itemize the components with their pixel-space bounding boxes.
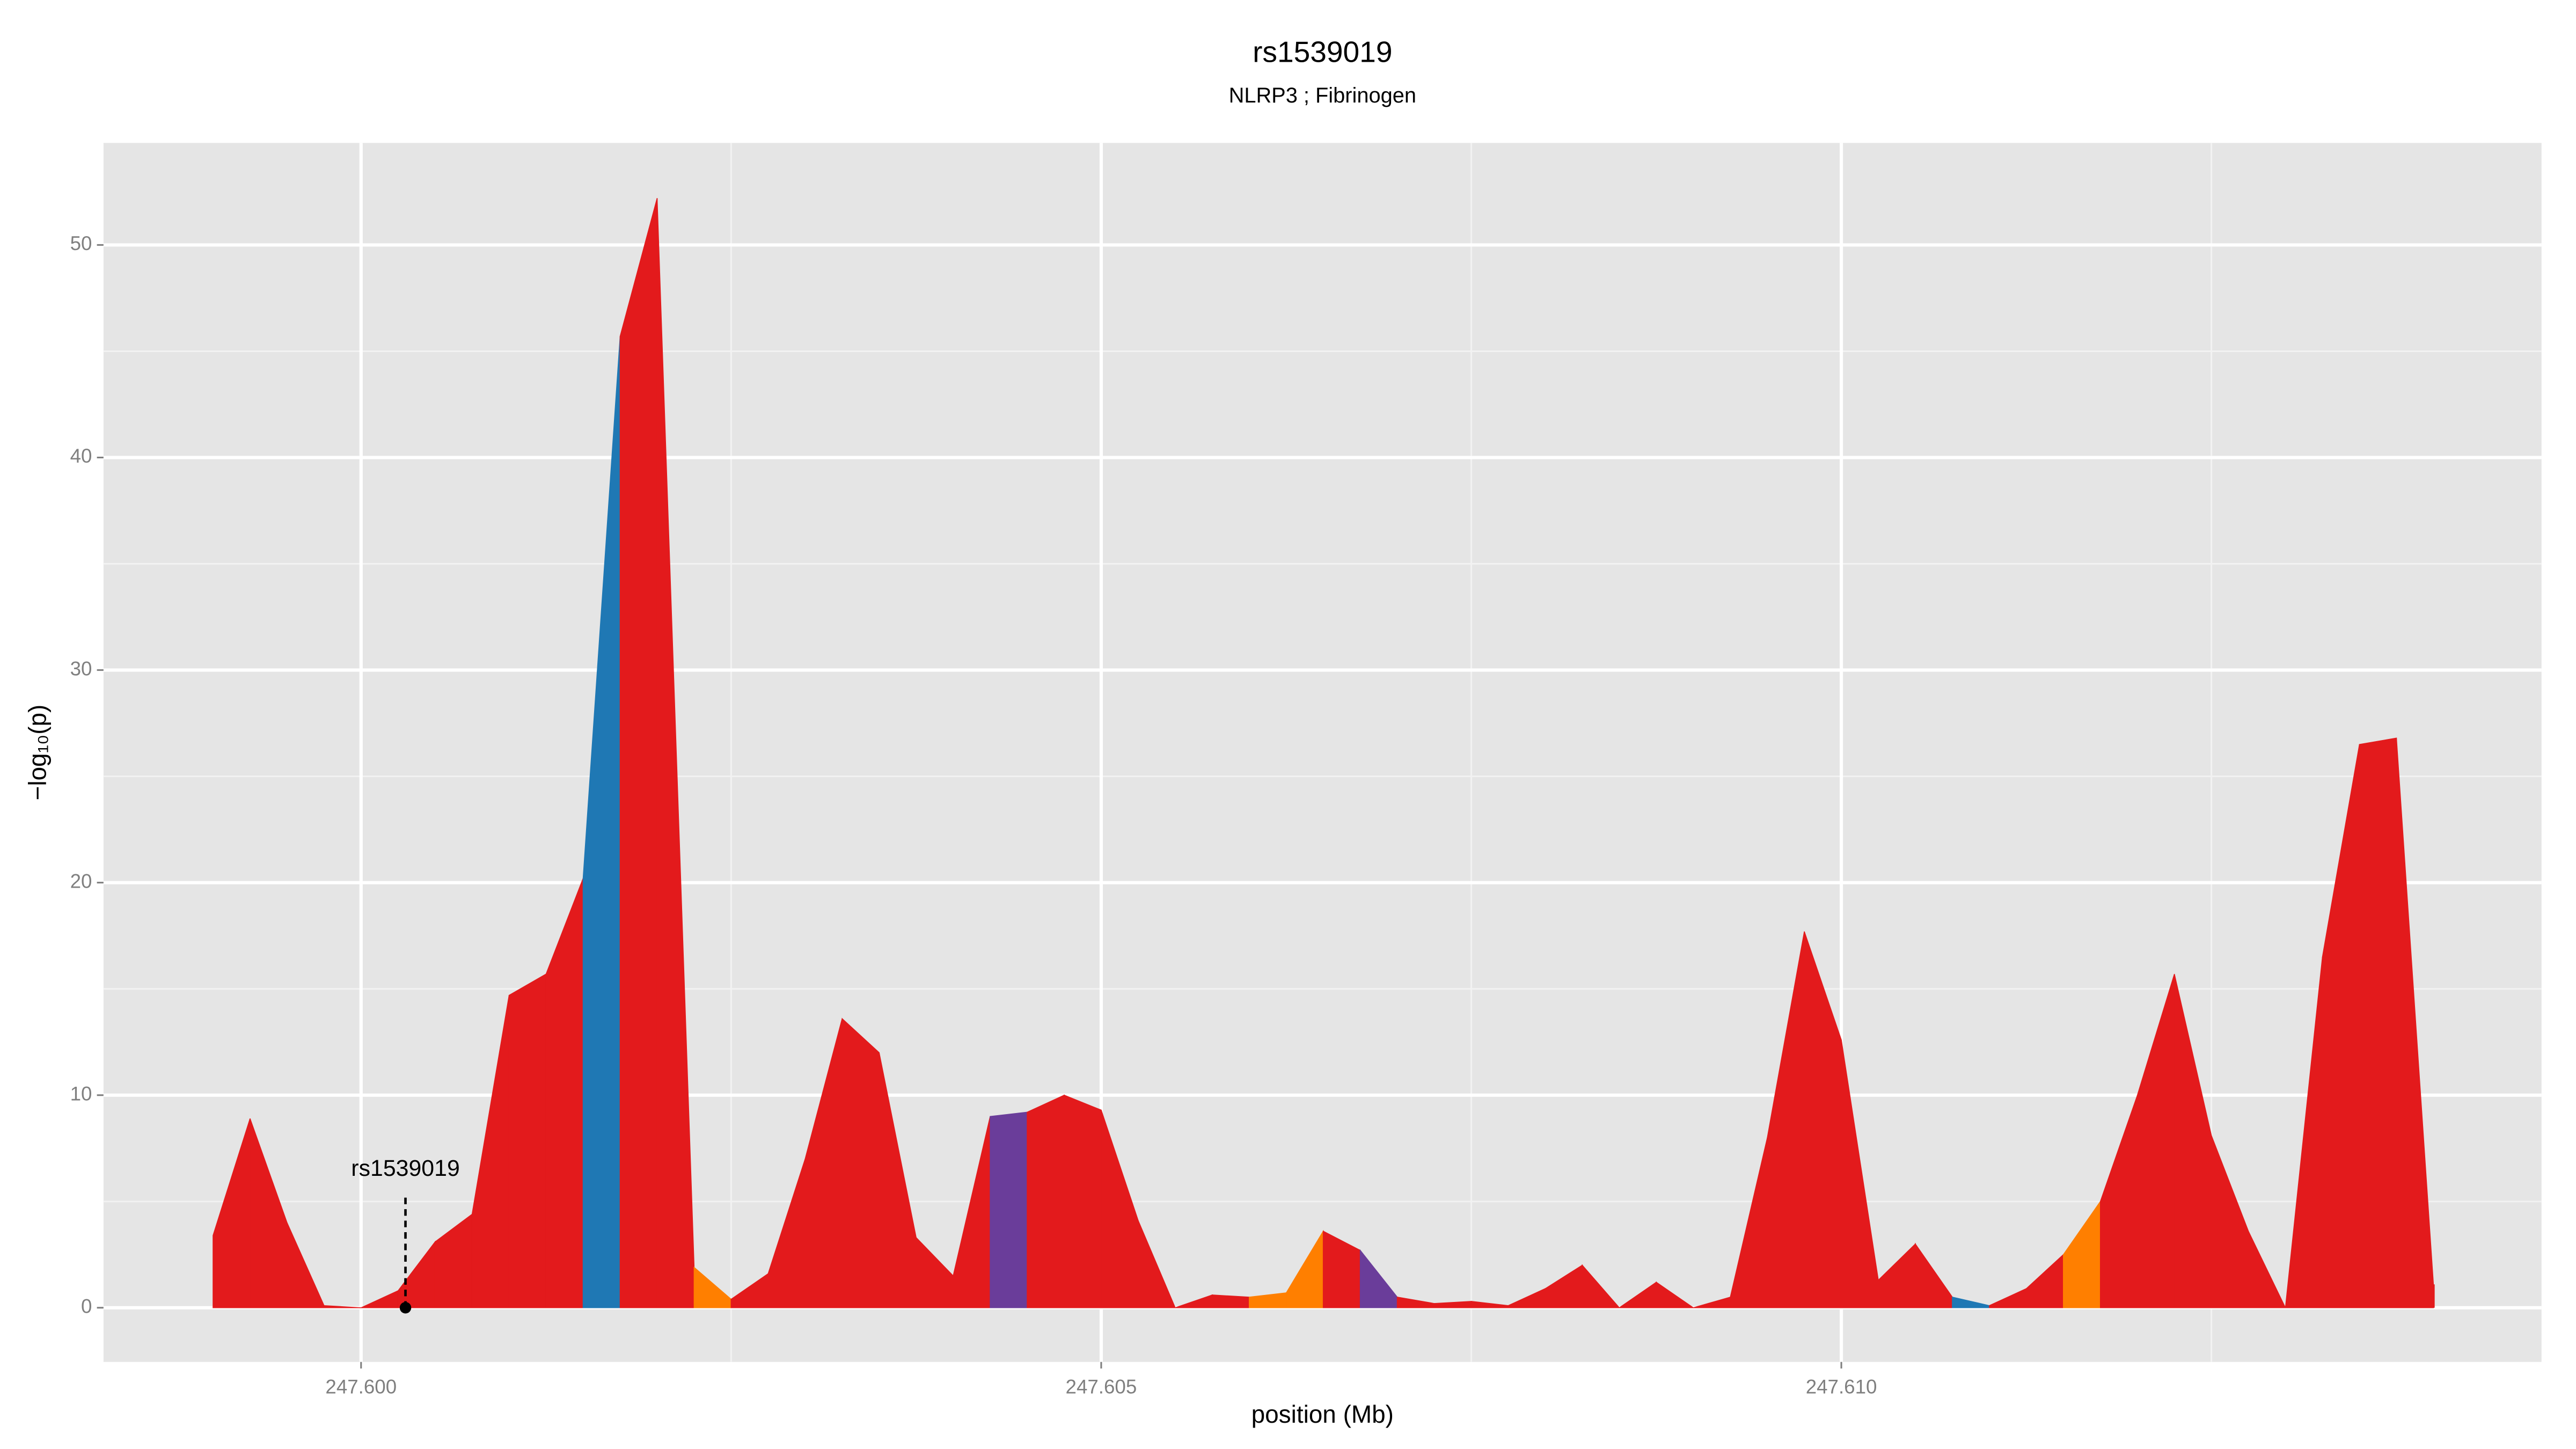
area-segment bbox=[990, 1111, 1028, 1308]
annotation-label: rs1539019 bbox=[351, 1155, 459, 1181]
annotation-point bbox=[399, 1302, 412, 1314]
area-segment bbox=[1138, 1220, 1176, 1308]
x-axis-label: position (Mb) bbox=[1252, 1400, 1394, 1428]
chart-title: rs1539019 bbox=[1253, 35, 1392, 69]
y-tick-label: 20 bbox=[70, 870, 92, 892]
y-tick-label: 0 bbox=[81, 1295, 92, 1317]
y-axis-label: −log₁₀(p) bbox=[24, 705, 52, 801]
area-segment bbox=[1212, 1294, 1250, 1308]
x-tick-label: 247.610 bbox=[1806, 1375, 1877, 1397]
chart-subtitle: NLRP3 ; Fibrinogen bbox=[1229, 84, 1416, 107]
area-segment bbox=[841, 1018, 880, 1308]
area-segment bbox=[1027, 1094, 1065, 1308]
area-segment bbox=[2248, 1231, 2286, 1308]
area-segment bbox=[1656, 1281, 1695, 1308]
area-segment bbox=[2359, 737, 2397, 1308]
area-segment bbox=[1064, 1094, 1102, 1308]
area-segment bbox=[324, 1305, 361, 1308]
y-tick-label: 50 bbox=[70, 232, 92, 254]
area-segment bbox=[508, 973, 547, 1308]
x-tick-label: 247.605 bbox=[1066, 1375, 1137, 1397]
y-tick-label: 30 bbox=[70, 657, 92, 679]
y-tick-label: 40 bbox=[70, 445, 92, 467]
area-segment bbox=[619, 198, 658, 1308]
x-tick-label: 247.600 bbox=[325, 1375, 397, 1397]
y-tick-label: 10 bbox=[70, 1082, 92, 1104]
area-segment bbox=[1582, 1264, 1620, 1308]
